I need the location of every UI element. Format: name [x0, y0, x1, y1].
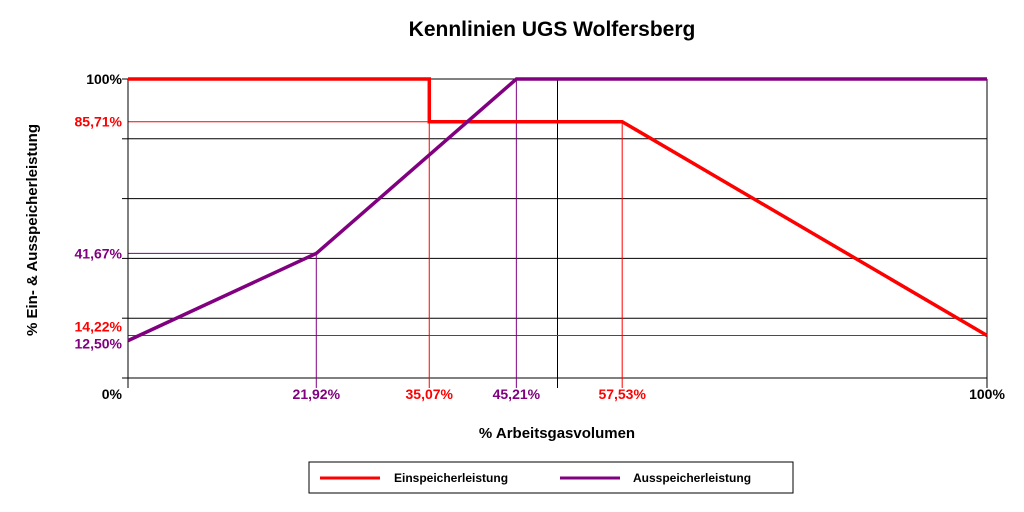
x-tick-label: 100%: [969, 386, 1005, 402]
y-axis-title: % Ein- & Ausspeicherleistung: [24, 124, 41, 336]
tick-labels: 100% 85,71% 41,67% 14,22% 12,50% 0% 21,92% 35,0…: [75, 71, 1006, 402]
x-tick-label: 0%: [102, 386, 123, 402]
legend-label-ausspeicherleistung: Ausspeicherleistung: [633, 471, 751, 485]
series-lines: [127, 77, 988, 343]
axes: [122, 78, 988, 388]
y-tick-label: 85,71%: [75, 114, 123, 130]
legend-box: [308, 461, 794, 494]
legend: Einspeicherleistung Ausspeicherleistung: [308, 461, 794, 494]
y-tick-label: 12,50%: [75, 336, 123, 352]
chart-title: Kennlinien UGS Wolfersberg: [409, 18, 696, 41]
x-axis-title: % Arbeitsgasvolumen: [479, 425, 635, 442]
y-tick-label: 41,67%: [75, 245, 123, 261]
legend-label-einspeicherleistung: Einspeicherleistung: [394, 471, 508, 485]
reference-lines: [128, 79, 987, 388]
series-line-ausspeicherleistung: [127, 77, 987, 343]
y-tick-label: 14,22%: [75, 318, 123, 334]
x-tick-label: 35,07%: [406, 386, 454, 402]
x-tick-label: 21,92%: [293, 386, 341, 402]
y-tick-label: 100%: [86, 71, 122, 87]
series-line-einspeicherleistung: [128, 77, 988, 338]
x-tick-label: 45,21%: [493, 386, 541, 402]
plot-area: 100% 85,71% 41,67% 14,22% 12,50% 0% 21,92% 35,0…: [75, 71, 1006, 402]
x-tick-label: 57,53%: [598, 386, 646, 402]
gridlines: [128, 78, 987, 388]
